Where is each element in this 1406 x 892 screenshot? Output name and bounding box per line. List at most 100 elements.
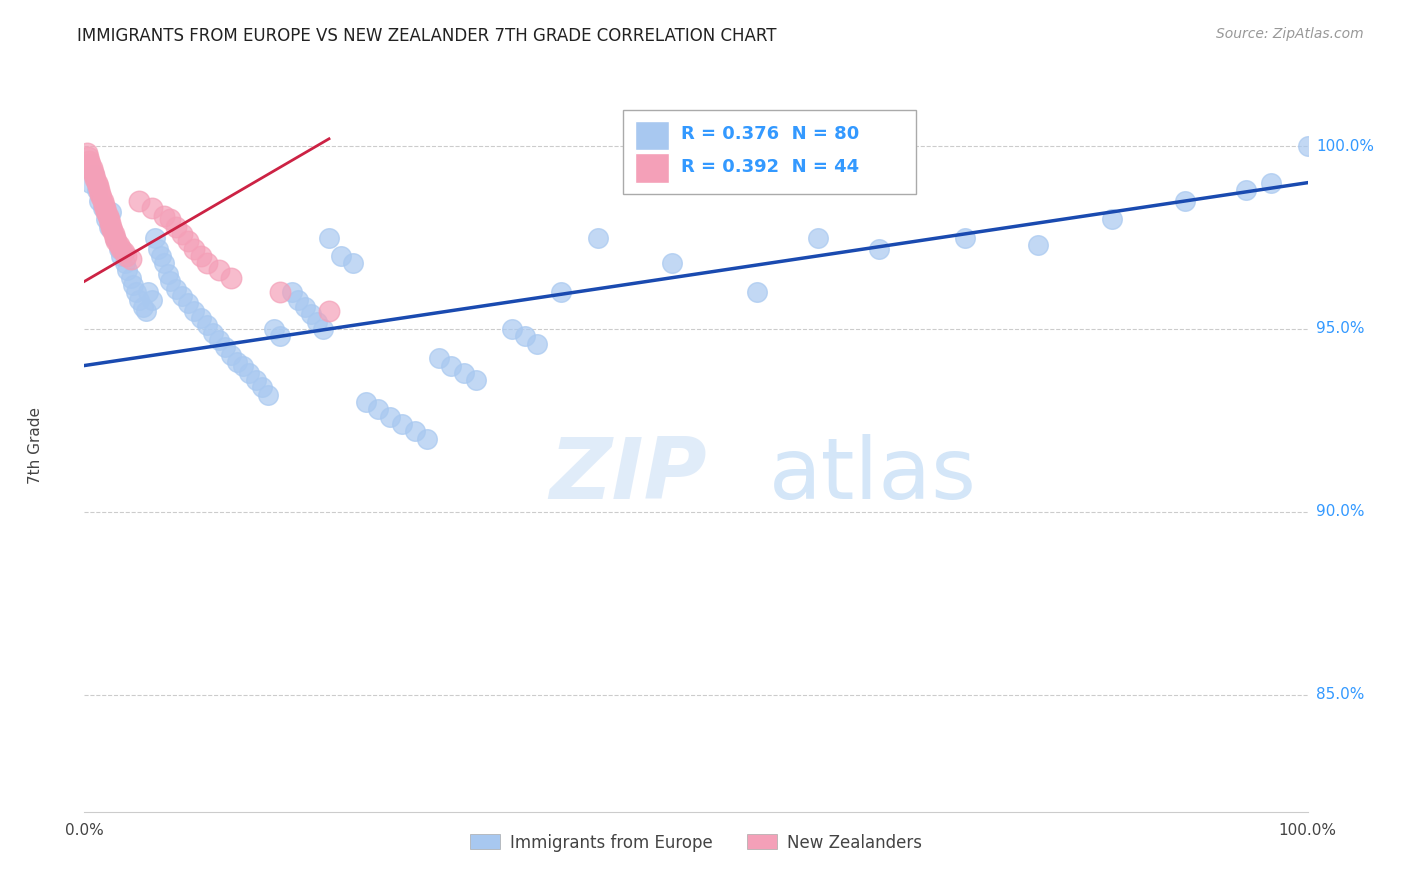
Text: Source: ZipAtlas.com: Source: ZipAtlas.com (1216, 27, 1364, 41)
Point (97, 209, 120, 223)
Legend: Immigrants from Europe, New Zealanders: Immigrants from Europe, New Zealanders (464, 827, 928, 858)
Point (90, 190, 112, 204)
Point (257, 388, 280, 402)
Point (391, 417, 413, 431)
Point (107, 237, 129, 252)
Point (150, 249, 173, 263)
Point (427, 351, 450, 366)
Point (1296, 139, 1319, 153)
Text: ZIP: ZIP (550, 434, 707, 516)
Point (1028, 237, 1050, 252)
Point (453, 366, 475, 380)
Point (96, 212, 118, 227)
Text: 95.0%: 95.0% (1316, 321, 1364, 336)
Point (80, 161, 103, 175)
Point (201, 326, 224, 340)
Point (165, 219, 187, 234)
Point (141, 293, 163, 307)
Point (120, 270, 142, 285)
Point (513, 329, 536, 343)
Point (128, 293, 150, 307)
Point (281, 285, 304, 300)
Point (177, 296, 200, 310)
Point (232, 359, 254, 373)
Point (141, 201, 163, 215)
Point (172, 289, 194, 303)
Point (159, 212, 181, 227)
Point (440, 359, 463, 373)
Point (305, 315, 328, 329)
Point (287, 293, 309, 307)
Text: IMMIGRANTS FROM EUROPE VS NEW ZEALANDER 7TH GRADE CORRELATION CHART: IMMIGRANTS FROM EUROPE VS NEW ZEALANDER … (77, 27, 778, 45)
Point (1260, 176, 1282, 190)
Point (312, 322, 335, 336)
Point (159, 274, 181, 288)
Point (105, 234, 128, 248)
Point (83, 169, 105, 183)
Point (208, 263, 231, 277)
Point (87, 194, 110, 208)
Text: 90.0%: 90.0% (1316, 504, 1364, 519)
Point (136, 285, 159, 300)
Point (502, 322, 524, 336)
Point (195, 318, 218, 333)
Point (1236, 183, 1258, 197)
Point (120, 252, 142, 267)
Point (219, 270, 242, 285)
Point (269, 285, 291, 300)
Point (299, 307, 322, 321)
Text: 7th Grade: 7th Grade (28, 408, 44, 484)
Point (208, 333, 231, 347)
Point (91, 201, 114, 215)
Point (586, 230, 609, 244)
Point (183, 242, 205, 256)
Text: 85.0%: 85.0% (1316, 687, 1364, 702)
Point (84, 172, 107, 186)
Point (380, 409, 402, 424)
Point (107, 242, 129, 256)
Point (330, 249, 353, 263)
Text: atlas: atlas (769, 434, 977, 516)
Point (177, 234, 200, 248)
Point (869, 242, 891, 256)
Point (100, 205, 122, 219)
Point (122, 278, 145, 293)
Point (115, 263, 138, 277)
Point (195, 256, 218, 270)
Point (91, 194, 114, 208)
Point (104, 230, 127, 244)
Point (807, 230, 830, 244)
Point (87, 179, 110, 194)
Point (86, 176, 108, 190)
Point (77, 150, 100, 164)
Point (79, 157, 101, 171)
FancyBboxPatch shape (636, 153, 669, 183)
Point (103, 227, 125, 241)
Point (269, 329, 291, 343)
Point (143, 230, 166, 244)
Point (294, 300, 316, 314)
Point (747, 285, 769, 300)
Point (183, 303, 205, 318)
Point (342, 256, 364, 270)
Point (86, 183, 108, 197)
Point (146, 242, 169, 256)
Point (661, 256, 683, 270)
Point (550, 285, 572, 300)
Point (464, 373, 486, 387)
Text: R = 0.392  N = 44: R = 0.392 N = 44 (682, 158, 859, 176)
Point (77, 153, 100, 168)
Point (1101, 212, 1123, 227)
Point (526, 336, 548, 351)
Point (156, 267, 179, 281)
Point (953, 230, 976, 244)
Point (97, 219, 120, 234)
Point (153, 256, 176, 270)
Point (96, 205, 118, 219)
Point (318, 230, 340, 244)
Point (98, 216, 121, 230)
Point (132, 300, 155, 314)
Point (263, 322, 285, 336)
Point (250, 380, 273, 394)
Point (135, 303, 157, 318)
